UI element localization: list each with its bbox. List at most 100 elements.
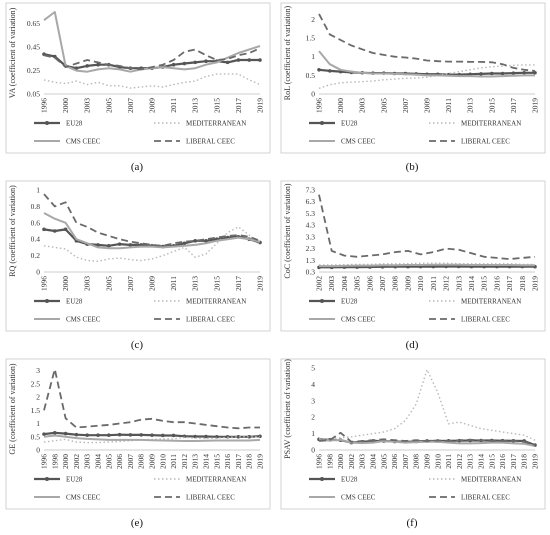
data-point <box>328 69 332 73</box>
panel-label: (a) <box>131 161 144 173</box>
y-tick-label: 6.3 <box>306 197 316 206</box>
x-tick-label: 2014 <box>467 276 476 291</box>
y-tick-label: 4 <box>311 380 315 389</box>
x-tick-label: 2004 <box>369 454 378 469</box>
y-tick-label: 5.3 <box>306 209 316 218</box>
y-tick-label: 7.3 <box>306 186 316 195</box>
y-tick-label: 0.65 <box>27 19 40 28</box>
legend-label-cms: CMS CEEC <box>341 316 376 324</box>
x-tick-label: 2015 <box>212 276 221 291</box>
legend-label-liberal: LIBERAL CEEC <box>461 494 510 502</box>
data-point <box>511 71 516 75</box>
legend-label-eu28: EU28 <box>66 298 83 306</box>
series-line-cms <box>43 434 261 442</box>
x-tick-label: 2017 <box>509 454 518 469</box>
x-tick-label: 2011 <box>169 98 178 113</box>
x-tick-label: 2019 <box>531 276 540 291</box>
x-tick-label: 2018 <box>518 276 527 291</box>
y-tick-label: 2.5 <box>31 379 41 388</box>
y-tick-label: 3 <box>36 366 40 375</box>
x-tick-label: 2012 <box>442 276 451 291</box>
legend-label-liberal: LIBERAL CEEC <box>461 138 510 146</box>
x-tick-label: 2005 <box>104 454 113 469</box>
x-tick-label: 2017 <box>234 276 243 291</box>
data-point <box>42 432 46 436</box>
x-tick-label: 2016 <box>223 454 232 469</box>
panel-label: (e) <box>131 517 144 529</box>
x-tick-label: 2006 <box>365 276 374 291</box>
data-point <box>63 227 68 232</box>
x-tick-label: 2010 <box>433 454 442 469</box>
legend-label-mediterranean: MEDITERRANEAN <box>186 120 246 128</box>
data-point <box>236 58 241 62</box>
y-tick-label: 0.3 <box>306 268 316 277</box>
panel-label: (d) <box>406 339 419 351</box>
y-tick-label: 2 <box>36 393 40 402</box>
x-tick-label: 2003 <box>83 454 92 469</box>
y-tick-label: 2 <box>311 15 315 24</box>
chart-svg: 0.05 0.25 0.45 0.65 1996 2000 2003 2005 2007 2009… <box>5 2 271 173</box>
x-tick-label: 2003 <box>358 98 367 113</box>
x-tick-label: 2015 <box>212 454 221 469</box>
x-tick-label: 2007 <box>126 454 135 469</box>
data-point <box>204 434 208 439</box>
x-tick-label: 2000 <box>61 276 70 291</box>
x-tick-label: 2008 <box>137 454 146 469</box>
x-tick-label: 2003 <box>327 276 336 291</box>
data-point <box>204 59 208 63</box>
legend-label-cms: CMS CEEC <box>66 316 101 324</box>
legend-marker <box>45 299 49 303</box>
data-point <box>193 239 197 243</box>
data-point <box>193 434 197 439</box>
data-point <box>522 70 526 75</box>
x-tick-label: 2013 <box>466 98 475 113</box>
data-point <box>85 433 89 437</box>
x-tick-label: 2013 <box>191 98 200 113</box>
y-tick-label: 1 <box>311 52 315 61</box>
y-tick-label: 0.4 <box>31 235 41 244</box>
data-point <box>53 229 57 233</box>
series-line-mediterranean <box>318 64 535 90</box>
chart-svg: 0 0.2 0.4 0.6 0.8 1 1996 2000 2003 2005 2007 2009 20… <box>5 180 271 351</box>
chart-svg: 0 0.5 1 1.5 2 1996 2000 2003 2005 2007 2009 2011 201… <box>280 2 546 173</box>
x-tick-label: 2000 <box>336 454 345 469</box>
x-tick-label: 2005 <box>353 276 362 291</box>
x-tick-label: 2005 <box>104 276 113 291</box>
x-tick-label: 2016 <box>492 276 501 291</box>
y-tick-label: 0.05 <box>27 90 40 99</box>
data-point <box>74 432 79 437</box>
series-line-mediterranean <box>43 226 261 263</box>
x-tick-label: 2007 <box>401 98 410 113</box>
legend-label-liberal: LIBERAL CEEC <box>186 494 235 502</box>
data-point <box>107 433 111 437</box>
x-tick-label: 2011 <box>444 454 453 469</box>
x-tick-label: 2008 <box>391 276 400 291</box>
x-tick-label: 2013 <box>454 276 463 291</box>
chart-panel-5: 0 0.5 1 1.5 2 2.5 3 1996 1998 2000 2002 2003 2004 200… <box>4 356 274 534</box>
data-point <box>317 67 321 72</box>
x-tick-label: 2013 <box>191 276 200 291</box>
x-tick-label: 2009 <box>148 276 157 291</box>
y-tick-label: 1.3 <box>306 256 316 265</box>
x-tick-label: 2009 <box>403 276 412 291</box>
chart-panel-1: 0.05 0.25 0.45 0.65 1996 2000 2003 2005 2007 2009… <box>4 0 274 178</box>
x-tick-label: 2000 <box>336 98 345 113</box>
x-tick-label: 2003 <box>83 98 92 113</box>
x-tick-label: 2007 <box>126 276 135 291</box>
legend-label-eu28: EU28 <box>341 120 358 128</box>
y-axis-label: GE (coefficient of variation) <box>8 363 17 454</box>
x-tick-label: 2008 <box>412 454 421 469</box>
x-tick-label: 2002 <box>347 454 356 469</box>
x-tick-label: 2009 <box>423 454 432 469</box>
data-point <box>247 58 251 62</box>
series-line-liberal <box>43 47 261 71</box>
legend-label-eu28: EU28 <box>341 298 358 306</box>
panel-frame <box>5 358 271 510</box>
legend-label-mediterranean: MEDITERRANEAN <box>461 120 521 128</box>
legend-label-mediterranean: MEDITERRANEAN <box>186 298 246 306</box>
legend-label-mediterranean: MEDITERRANEAN <box>461 476 521 484</box>
x-tick-label: 2007 <box>126 98 135 113</box>
